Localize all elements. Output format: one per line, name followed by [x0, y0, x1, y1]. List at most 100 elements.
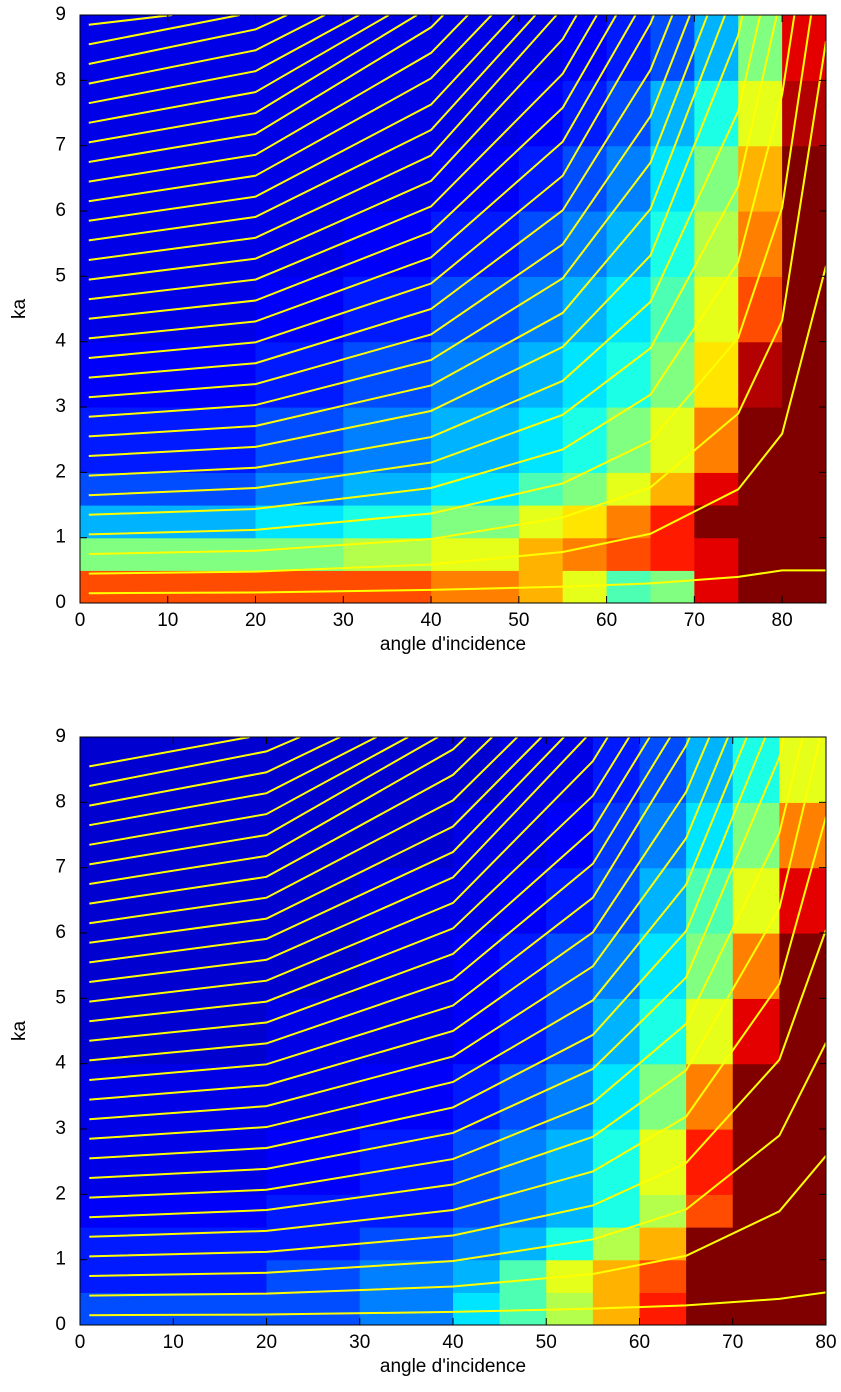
heatmap-cell	[359, 867, 454, 934]
y-tick-label: 1	[55, 527, 66, 548]
heatmap-cell	[167, 341, 257, 408]
heatmap-cell	[732, 1227, 780, 1261]
heatmap-cell	[592, 1194, 641, 1228]
heatmap-cell	[431, 145, 520, 212]
heatmap-cell	[266, 1129, 361, 1195]
heatmap-cell	[694, 341, 739, 408]
heatmap-cell	[592, 1129, 641, 1195]
contour-line	[89, 737, 565, 964]
heatmap-cell	[732, 1063, 780, 1130]
heatmap-cell	[173, 737, 268, 803]
contour-line	[89, 1291, 826, 1317]
heatmap-cell	[255, 341, 344, 408]
contour-line	[88, 15, 762, 477]
heatmap-cell	[80, 1129, 174, 1195]
heatmap-cell	[266, 933, 361, 999]
heatmap-cell	[431, 472, 520, 506]
heatmap-cell	[606, 211, 652, 277]
contour-line	[88, 15, 360, 105]
y-tick-label: 8	[55, 791, 66, 812]
heatmap-cell	[779, 1194, 826, 1228]
heatmap-cell	[359, 737, 454, 803]
contour-line	[89, 737, 691, 1081]
heatmap-cell	[732, 1129, 780, 1195]
x-axis-label: angle d'incidence	[380, 1356, 526, 1377]
heatmap-cell	[266, 802, 361, 869]
heatmap-cell	[694, 537, 739, 571]
contour-line	[89, 737, 672, 1062]
heatmap-cell	[80, 1292, 174, 1325]
heatmap-cell	[592, 933, 641, 999]
heatmap-cell	[639, 998, 687, 1065]
heatmap-cell	[606, 505, 652, 539]
heatmap-cell	[639, 1259, 687, 1293]
heatmap-cell	[686, 1194, 734, 1228]
heatmap-cell	[499, 1063, 547, 1130]
y-tick-label: 2	[55, 1183, 66, 1204]
heatmap-cell	[431, 407, 520, 473]
contour-line	[88, 15, 778, 497]
heatmap-cell	[255, 537, 344, 571]
contour-line	[89, 737, 519, 925]
heatmap-cell	[266, 998, 361, 1065]
heatmap-cell	[738, 15, 783, 81]
heatmap-cell	[255, 505, 344, 539]
plot-area	[80, 737, 826, 1325]
y-tick-label: 5	[55, 265, 66, 286]
y-tick-label: 7	[55, 135, 66, 156]
heatmap-cell	[453, 1129, 501, 1195]
y-tick-label: 9	[55, 4, 66, 25]
heatmap-cell	[738, 472, 783, 506]
contour-line	[88, 15, 655, 359]
heatmap-cell	[499, 1259, 547, 1293]
x-tick-label: 30	[333, 610, 354, 631]
heatmap-cell	[694, 407, 739, 473]
y-tick-label: 6	[55, 200, 66, 221]
heatmap-cell	[255, 407, 344, 473]
contour-line	[88, 15, 240, 46]
contour-line	[88, 15, 637, 340]
heatmap-cell	[562, 472, 608, 506]
x-tick-label: 20	[245, 610, 266, 631]
y-tick-label: 4	[55, 1053, 66, 1074]
heatmap-cell	[499, 933, 547, 999]
heatmap-cell	[562, 211, 608, 277]
contour-line	[88, 15, 326, 85]
heatmap-cell	[694, 276, 739, 343]
heatmap-cell	[732, 998, 780, 1065]
x-tick-label: 10	[163, 1332, 184, 1353]
contour-line	[89, 737, 341, 807]
heatmap-cell	[173, 802, 268, 869]
contour-line	[88, 15, 558, 261]
y-tick-label: 1	[55, 1249, 66, 1270]
heatmap-cell	[499, 1129, 547, 1195]
contour-line	[88, 15, 516, 222]
heatmap-cell	[686, 1292, 734, 1325]
heatmap-cell	[738, 505, 783, 539]
heatmap-cell	[266, 1292, 361, 1325]
heatmap-cell	[782, 276, 826, 343]
heatmap-cell	[499, 1292, 547, 1325]
heatmap-cell	[779, 933, 826, 999]
heatmap-cell	[80, 1194, 174, 1228]
heatmap-cell	[606, 570, 652, 603]
heatmap-cell	[343, 80, 432, 147]
contour-line	[89, 737, 711, 1101]
x-tick-label: 70	[722, 1332, 743, 1353]
contour-line	[89, 1042, 826, 1277]
contour-line	[89, 737, 588, 983]
contour-line	[88, 569, 826, 595]
contour-line	[88, 15, 744, 457]
contour-line	[89, 737, 767, 1160]
x-tick-label: 80	[772, 610, 793, 631]
contour-line	[88, 15, 537, 242]
heatmap-cell	[266, 1227, 361, 1261]
x-tick-label: 0	[75, 1332, 86, 1353]
x-tick-label: 50	[536, 1332, 557, 1353]
y-tick-label: 5	[55, 987, 66, 1008]
heatmap-cell	[732, 1259, 780, 1293]
heatmap-cell	[562, 407, 608, 473]
heatmap-cell	[782, 211, 826, 277]
heatmap-cell	[173, 1063, 268, 1130]
heatmap-cell	[80, 570, 169, 603]
